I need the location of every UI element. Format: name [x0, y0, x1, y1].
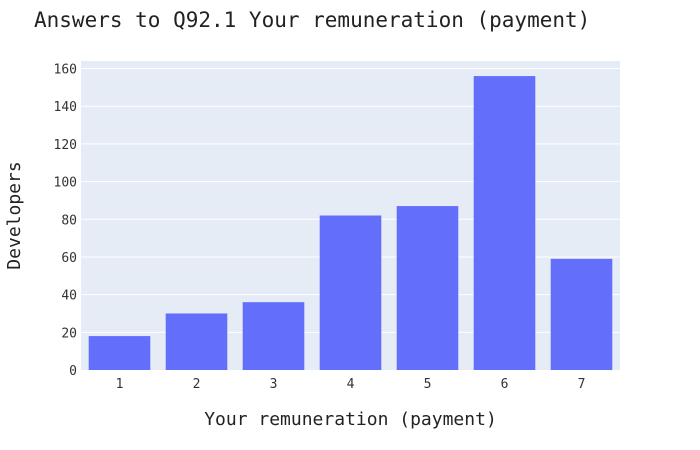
- x-tick-label: 2: [193, 377, 201, 392]
- y-tick-label: 100: [54, 176, 77, 191]
- bars: [88, 76, 613, 370]
- x-tick-label: 1: [116, 377, 124, 392]
- bar-5: [396, 206, 459, 370]
- x-tick-label: 6: [501, 377, 509, 392]
- x-tick-labels: 1 2 3 4 5 6 7: [116, 377, 586, 392]
- bar-4: [319, 215, 382, 370]
- x-tick-label: 4: [347, 377, 355, 392]
- y-tick-label: 0: [69, 364, 77, 379]
- y-tick-label: 120: [54, 138, 77, 153]
- y-axis-title: Developers: [4, 161, 25, 269]
- x-axis-title: Your remuneration (payment): [204, 409, 497, 430]
- y-tick-label: 60: [61, 251, 77, 266]
- x-tick-label: 7: [578, 377, 586, 392]
- y-tick-label: 20: [61, 326, 77, 341]
- y-tick-label: 140: [54, 100, 77, 115]
- y-tick-label: 160: [54, 63, 77, 78]
- bar-6: [473, 76, 536, 370]
- y-tick-label: 80: [61, 213, 77, 228]
- x-tick-label: 3: [270, 377, 278, 392]
- bar-3: [242, 302, 305, 370]
- bar-2: [165, 313, 228, 370]
- bar-7: [550, 258, 613, 370]
- chart-title: Answers to Q92.1 Your remuneration (paym…: [34, 8, 591, 32]
- y-tick-labels: 0 20 40 60 80 100 120 140 160: [54, 63, 77, 379]
- y-tick-label: 40: [61, 289, 77, 304]
- x-tick-label: 5: [424, 377, 432, 392]
- bar-1: [88, 336, 151, 370]
